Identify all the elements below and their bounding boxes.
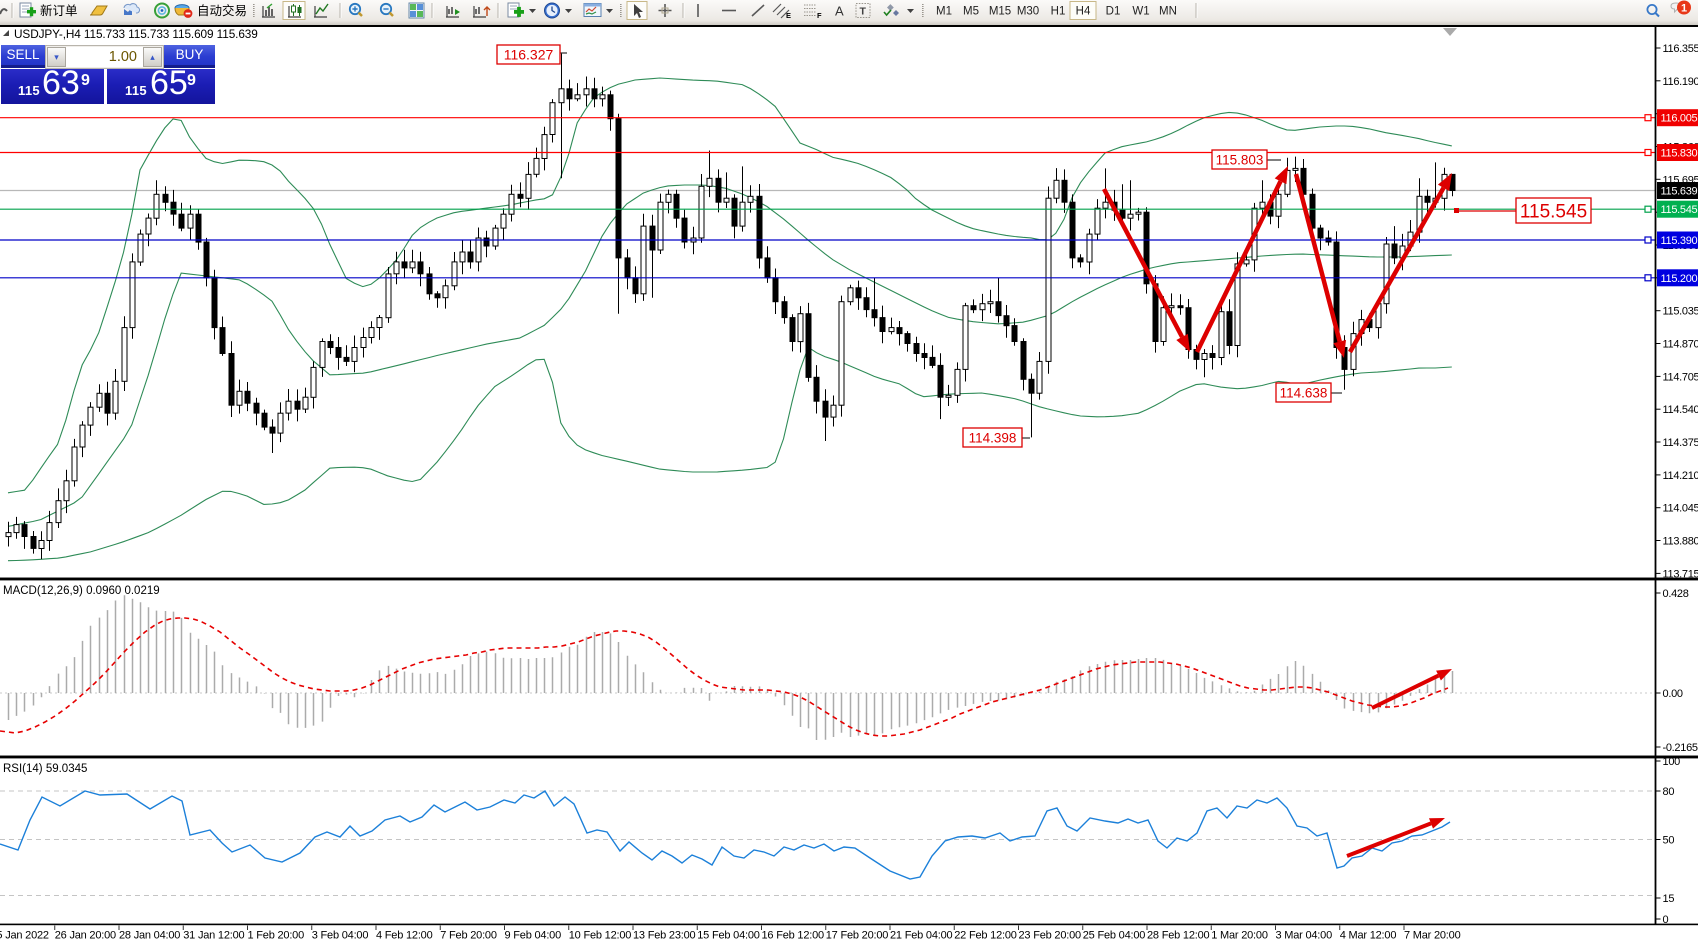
svg-text:114.540: 114.540 bbox=[1663, 404, 1698, 416]
svg-text:M15: M15 bbox=[989, 6, 1011, 18]
svg-text:16 Feb 12:00: 16 Feb 12:00 bbox=[762, 930, 825, 942]
svg-text:114.210: 114.210 bbox=[1663, 470, 1698, 482]
svg-text:15: 15 bbox=[1663, 893, 1675, 905]
svg-text:15 Feb 04:00: 15 Feb 04:00 bbox=[697, 930, 760, 942]
svg-text:50: 50 bbox=[1663, 835, 1675, 847]
svg-text:0.00: 0.00 bbox=[1663, 688, 1683, 700]
svg-text:4 Mar 12:00: 4 Mar 12:00 bbox=[1340, 930, 1397, 942]
svg-text:100: 100 bbox=[1663, 756, 1681, 768]
svg-text:80: 80 bbox=[1663, 786, 1675, 798]
svg-text:115.035: 115.035 bbox=[1663, 306, 1698, 318]
svg-text:22 Feb 12:00: 22 Feb 12:00 bbox=[954, 930, 1017, 942]
svg-text:116.327: 116.327 bbox=[504, 47, 554, 63]
svg-text:M1: M1 bbox=[936, 6, 952, 18]
svg-text:113.715: 113.715 bbox=[1663, 568, 1698, 580]
svg-text:M30: M30 bbox=[1017, 6, 1039, 18]
svg-text:114.375: 114.375 bbox=[1663, 437, 1698, 449]
svg-text:114.870: 114.870 bbox=[1663, 339, 1698, 351]
svg-text:1 Mar 20:00: 1 Mar 20:00 bbox=[1211, 930, 1268, 942]
svg-text:-0.2165: -0.2165 bbox=[1663, 742, 1698, 754]
svg-text:F: F bbox=[817, 11, 822, 20]
svg-text:115.200: 115.200 bbox=[1661, 273, 1698, 285]
svg-text:RSI(14) 59.0345: RSI(14) 59.0345 bbox=[3, 763, 87, 775]
svg-text:新订单: 新订单 bbox=[40, 3, 78, 18]
svg-text:D1: D1 bbox=[1106, 6, 1121, 18]
svg-text:114.705: 114.705 bbox=[1663, 371, 1698, 383]
svg-text:H1: H1 bbox=[1051, 6, 1066, 18]
svg-text:0: 0 bbox=[1663, 914, 1669, 926]
svg-text:H4: H4 bbox=[1076, 6, 1091, 18]
svg-text:115.639: 115.639 bbox=[1661, 186, 1698, 198]
svg-text:115.390: 115.390 bbox=[1661, 235, 1698, 247]
svg-text:114.638: 114.638 bbox=[1280, 385, 1328, 400]
svg-text:116.005: 116.005 bbox=[1661, 113, 1698, 125]
svg-text:0.428: 0.428 bbox=[1663, 588, 1689, 600]
svg-text:USDJPY-,H4 115.733 115.733 11: USDJPY-,H4 115.733 115.733 115.609 115.6… bbox=[14, 27, 258, 41]
svg-text:1 Feb 20:00: 1 Feb 20:00 bbox=[248, 930, 305, 942]
svg-text:115.803: 115.803 bbox=[1216, 152, 1264, 167]
svg-text:T: T bbox=[860, 6, 867, 18]
svg-text:10 Feb 12:00: 10 Feb 12:00 bbox=[569, 930, 632, 942]
svg-text:W1: W1 bbox=[1132, 6, 1149, 18]
svg-text:115.545: 115.545 bbox=[1661, 204, 1698, 216]
svg-text:自动交易: 自动交易 bbox=[197, 3, 247, 18]
svg-text:1: 1 bbox=[1681, 3, 1687, 15]
svg-text:MACD(12,26,9) 0.0960 0.0219: MACD(12,26,9) 0.0960 0.0219 bbox=[3, 585, 160, 597]
svg-text:114.398: 114.398 bbox=[969, 430, 1017, 445]
svg-text:25 Feb 04:00: 25 Feb 04:00 bbox=[1083, 930, 1146, 942]
svg-text:25 Jan 2022: 25 Jan 2022 bbox=[0, 930, 49, 942]
svg-text:13 Feb 23:00: 13 Feb 23:00 bbox=[633, 930, 696, 942]
svg-text:114.045: 114.045 bbox=[1663, 503, 1698, 515]
svg-text:116.355: 116.355 bbox=[1663, 43, 1698, 55]
svg-text:113.880: 113.880 bbox=[1663, 536, 1698, 548]
svg-text:E: E bbox=[786, 11, 791, 20]
svg-text:17 Feb 20:00: 17 Feb 20:00 bbox=[826, 930, 889, 942]
svg-text:MN: MN bbox=[1159, 6, 1177, 18]
svg-text:26 Jan 20:00: 26 Jan 20:00 bbox=[55, 930, 116, 942]
svg-text:A: A bbox=[835, 4, 844, 19]
svg-text:3 Mar 04:00: 3 Mar 04:00 bbox=[1276, 930, 1333, 942]
svg-text:9 Feb 04:00: 9 Feb 04:00 bbox=[505, 930, 562, 942]
svg-text:31 Jan 12:00: 31 Jan 12:00 bbox=[183, 930, 244, 942]
svg-text:7 Feb 20:00: 7 Feb 20:00 bbox=[440, 930, 497, 942]
svg-text:3 Feb 04:00: 3 Feb 04:00 bbox=[312, 930, 369, 942]
svg-text:4 Feb 12:00: 4 Feb 12:00 bbox=[376, 930, 433, 942]
svg-text:M5: M5 bbox=[963, 6, 979, 18]
svg-text:115.830: 115.830 bbox=[1661, 148, 1698, 160]
svg-text:115.545: 115.545 bbox=[1520, 201, 1587, 222]
svg-text:28 Feb 12:00: 28 Feb 12:00 bbox=[1147, 930, 1210, 942]
svg-text:23 Feb 20:00: 23 Feb 20:00 bbox=[1019, 930, 1082, 942]
svg-text:21 Feb 04:00: 21 Feb 04:00 bbox=[890, 930, 953, 942]
svg-text:28 Jan 04:00: 28 Jan 04:00 bbox=[119, 930, 180, 942]
svg-text:116.190: 116.190 bbox=[1663, 76, 1698, 88]
svg-text:7 Mar 20:00: 7 Mar 20:00 bbox=[1404, 930, 1461, 942]
